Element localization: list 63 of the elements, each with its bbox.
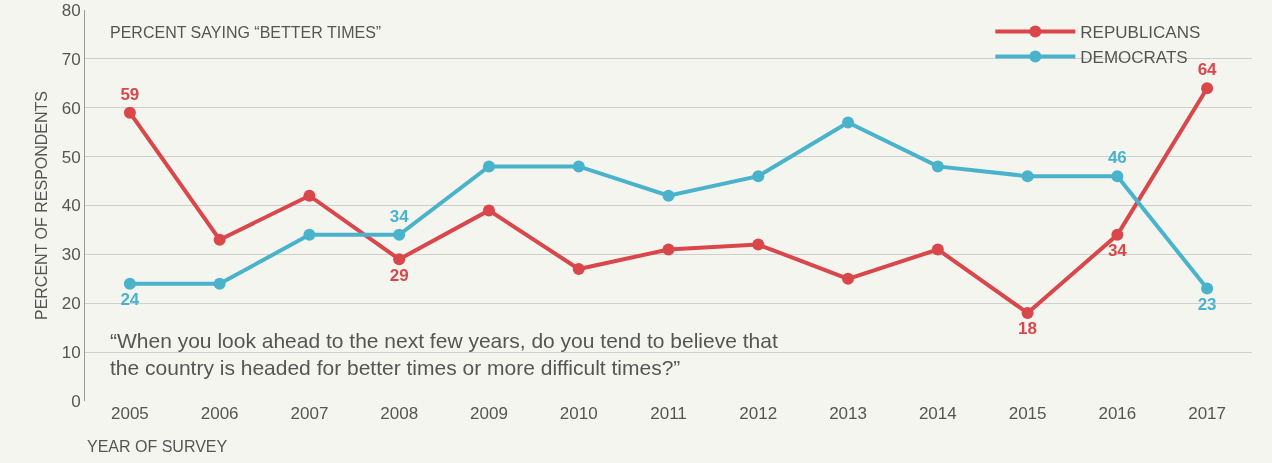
point bbox=[393, 228, 406, 241]
data-label: 18 bbox=[1018, 319, 1038, 339]
y-tick-label: 80 bbox=[61, 0, 81, 20]
point bbox=[1201, 82, 1214, 95]
y-tick-label: 0 bbox=[71, 391, 81, 411]
x-tick-label: 2008 bbox=[380, 404, 419, 423]
x-tick-label: 2005 bbox=[110, 404, 149, 423]
y-tick-label: 70 bbox=[61, 49, 81, 69]
point bbox=[123, 277, 136, 290]
point bbox=[752, 170, 765, 183]
point bbox=[123, 106, 136, 119]
x-tick-label: 2017 bbox=[1188, 404, 1227, 423]
x-tick-label: 2011 bbox=[650, 404, 687, 423]
x-tick-label: 2010 bbox=[559, 404, 598, 423]
y-tick-label: 60 bbox=[61, 98, 81, 118]
point bbox=[1021, 307, 1034, 320]
y-axis-title: PERCENT OF RESPONDENTS bbox=[32, 90, 50, 321]
annotation: “When you look ahead to the next few years, do you tend to believe that the country is headed for better times or more difficult times?” bbox=[110, 329, 778, 380]
legend-label: REPUBLICANS bbox=[1080, 23, 1201, 43]
y-tick-label: 40 bbox=[61, 196, 81, 216]
data-label: 24 bbox=[120, 289, 140, 309]
x-tick-label: 2016 bbox=[1098, 404, 1137, 423]
data-label: 29 bbox=[389, 265, 409, 285]
x-tick-label: 2014 bbox=[918, 404, 957, 423]
data-label: 34 bbox=[389, 207, 410, 227]
point bbox=[213, 233, 226, 246]
point bbox=[393, 253, 406, 266]
x-tick-label: 2015 bbox=[1008, 404, 1047, 423]
x-tick-label: 2006 bbox=[200, 404, 239, 423]
legend-label: DEMOCRATS bbox=[1080, 48, 1188, 68]
point bbox=[931, 243, 944, 256]
x-tick-label: 2013 bbox=[829, 404, 867, 423]
point bbox=[842, 272, 855, 285]
point bbox=[303, 228, 316, 241]
point bbox=[662, 243, 675, 256]
point bbox=[482, 204, 495, 217]
point bbox=[572, 160, 585, 173]
data-label: 34 bbox=[1107, 241, 1128, 261]
text: PERCENT SAYING “BETTER TIMES” bbox=[110, 24, 382, 41]
point bbox=[303, 189, 316, 202]
point bbox=[1201, 282, 1214, 295]
y-tick-label: 30 bbox=[61, 245, 81, 265]
point bbox=[931, 160, 944, 173]
y-tick-label: 20 bbox=[61, 294, 81, 314]
x-axis-title: YEAR OF SURVEY bbox=[87, 438, 228, 455]
point bbox=[1111, 228, 1124, 241]
point bbox=[572, 263, 585, 276]
data-label: 59 bbox=[120, 84, 140, 104]
data-label: 46 bbox=[1107, 148, 1127, 168]
x-tick-label: 2009 bbox=[470, 404, 508, 423]
data-label: 23 bbox=[1197, 294, 1217, 314]
point bbox=[482, 160, 495, 173]
point bbox=[1021, 170, 1034, 183]
y-tick-label: 10 bbox=[61, 343, 81, 363]
data-label: 64 bbox=[1197, 60, 1218, 80]
point bbox=[752, 238, 765, 251]
x-tick-label: 2007 bbox=[290, 404, 329, 423]
point bbox=[662, 189, 675, 202]
point bbox=[213, 277, 226, 290]
y-tick-label: 50 bbox=[61, 147, 81, 167]
x-tick-label: 2012 bbox=[739, 404, 778, 423]
point bbox=[1111, 170, 1124, 183]
point bbox=[842, 116, 855, 129]
